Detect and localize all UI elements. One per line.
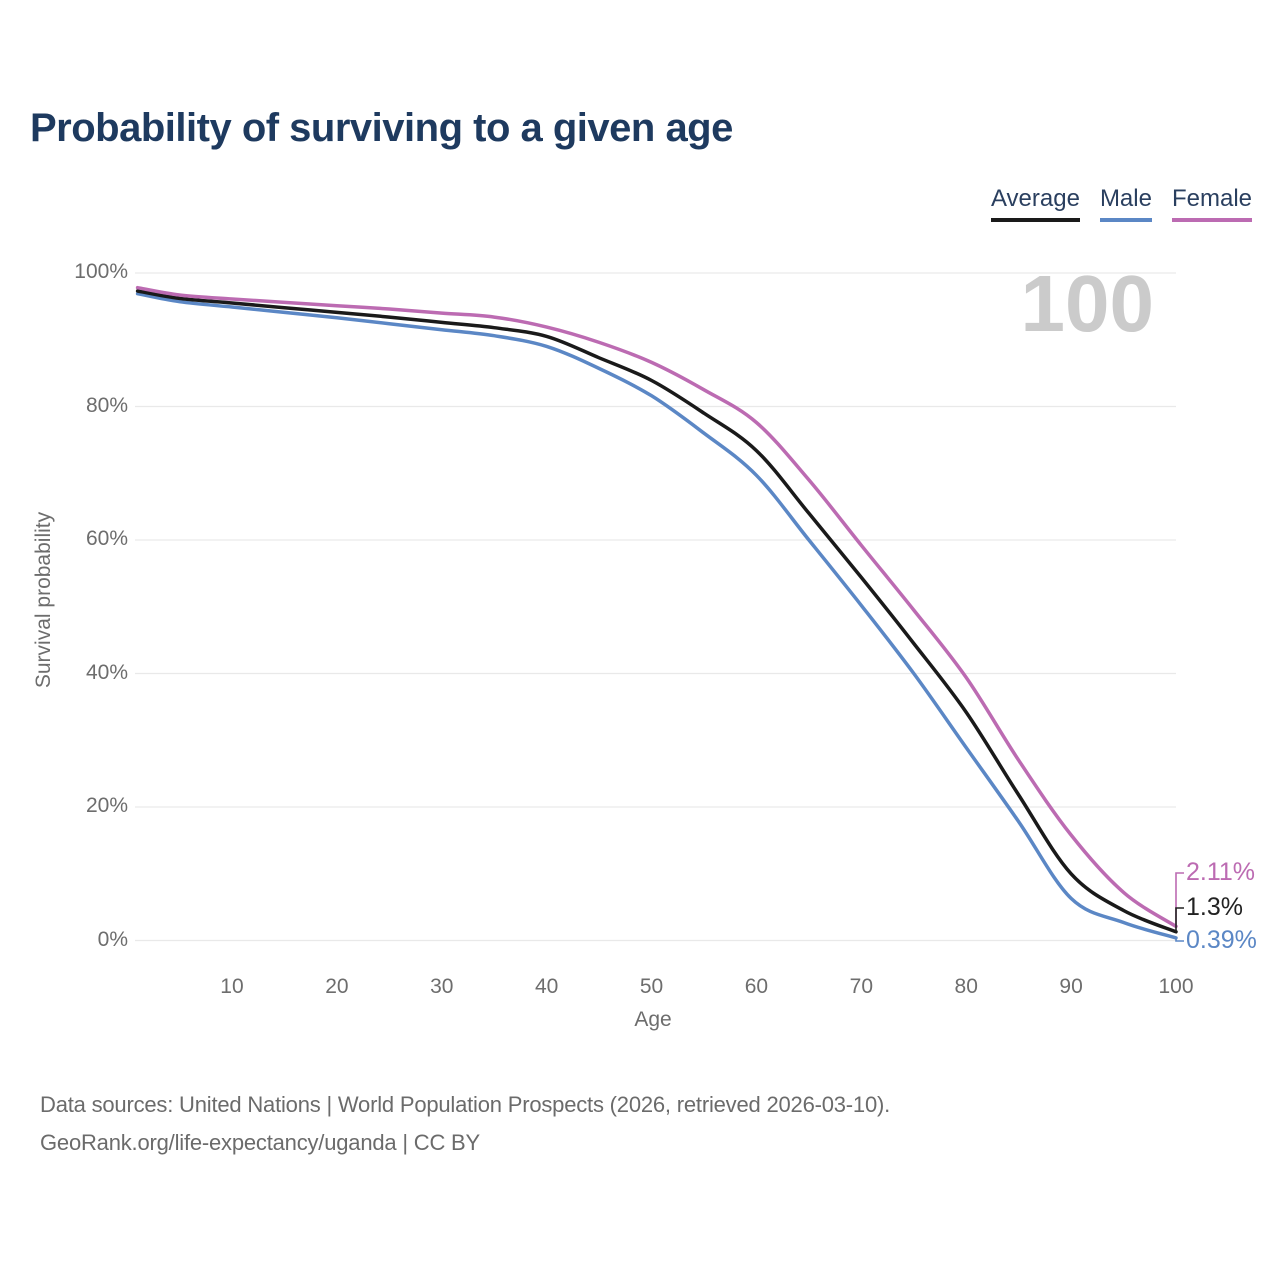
end-label-male: 0.39% [1186,926,1257,954]
x-tick-20: 20 [325,975,349,998]
x-tick-30: 30 [430,975,454,998]
y-tick-60: 60% [85,527,128,550]
y-tick-40: 40% [85,660,128,684]
series-line-average [135,289,1178,934]
x-tick-10: 10 [220,975,244,998]
x-axis-title: Age [634,1008,672,1031]
x-tick-50: 50 [639,975,664,998]
end-label-female: 2.11% [1186,858,1256,886]
series-line-female [135,285,1178,929]
y-tick-100: 100% [74,260,128,283]
legend: Average Male Female [990,185,1252,222]
source-line-2: GeoRank.org/life-expectancy/uganda | CC … [40,1130,481,1155]
source-note: Data sources: United Nations | World Pop… [40,1086,890,1162]
x-tick-40: 40 [534,975,559,998]
legend-label-average: Average [990,185,1080,212]
legend-item-female[interactable]: Female [1171,185,1252,222]
x-tick-70: 70 [849,975,874,998]
end-label-connector-male [1175,937,1184,942]
end-label-average: 1.3% [1186,893,1243,921]
end-label-connector-average [1175,907,1184,932]
x-tick-60: 60 [744,975,769,998]
series-line-male [135,291,1178,940]
y-tick-20: 20% [85,794,128,817]
end-label-connector-female [1175,872,1184,927]
x-tick-100: 100 [1158,975,1194,998]
legend-item-average[interactable]: Average [990,185,1080,222]
y-tick-80: 80% [85,393,128,417]
y-tick-0: 0% [97,927,128,951]
x-tick-80: 80 [954,975,978,998]
x-tick-90: 90 [1059,975,1083,998]
source-line-1: Data sources: United Nations | World Pop… [40,1092,891,1117]
chart-title: Probability of surviving to a given age [30,106,733,150]
legend-label-male: Male [1099,185,1152,212]
legend-item-male[interactable]: Male [1099,185,1152,222]
age-watermark: 100 [1020,259,1154,348]
legend-label-female: Female [1171,185,1252,212]
